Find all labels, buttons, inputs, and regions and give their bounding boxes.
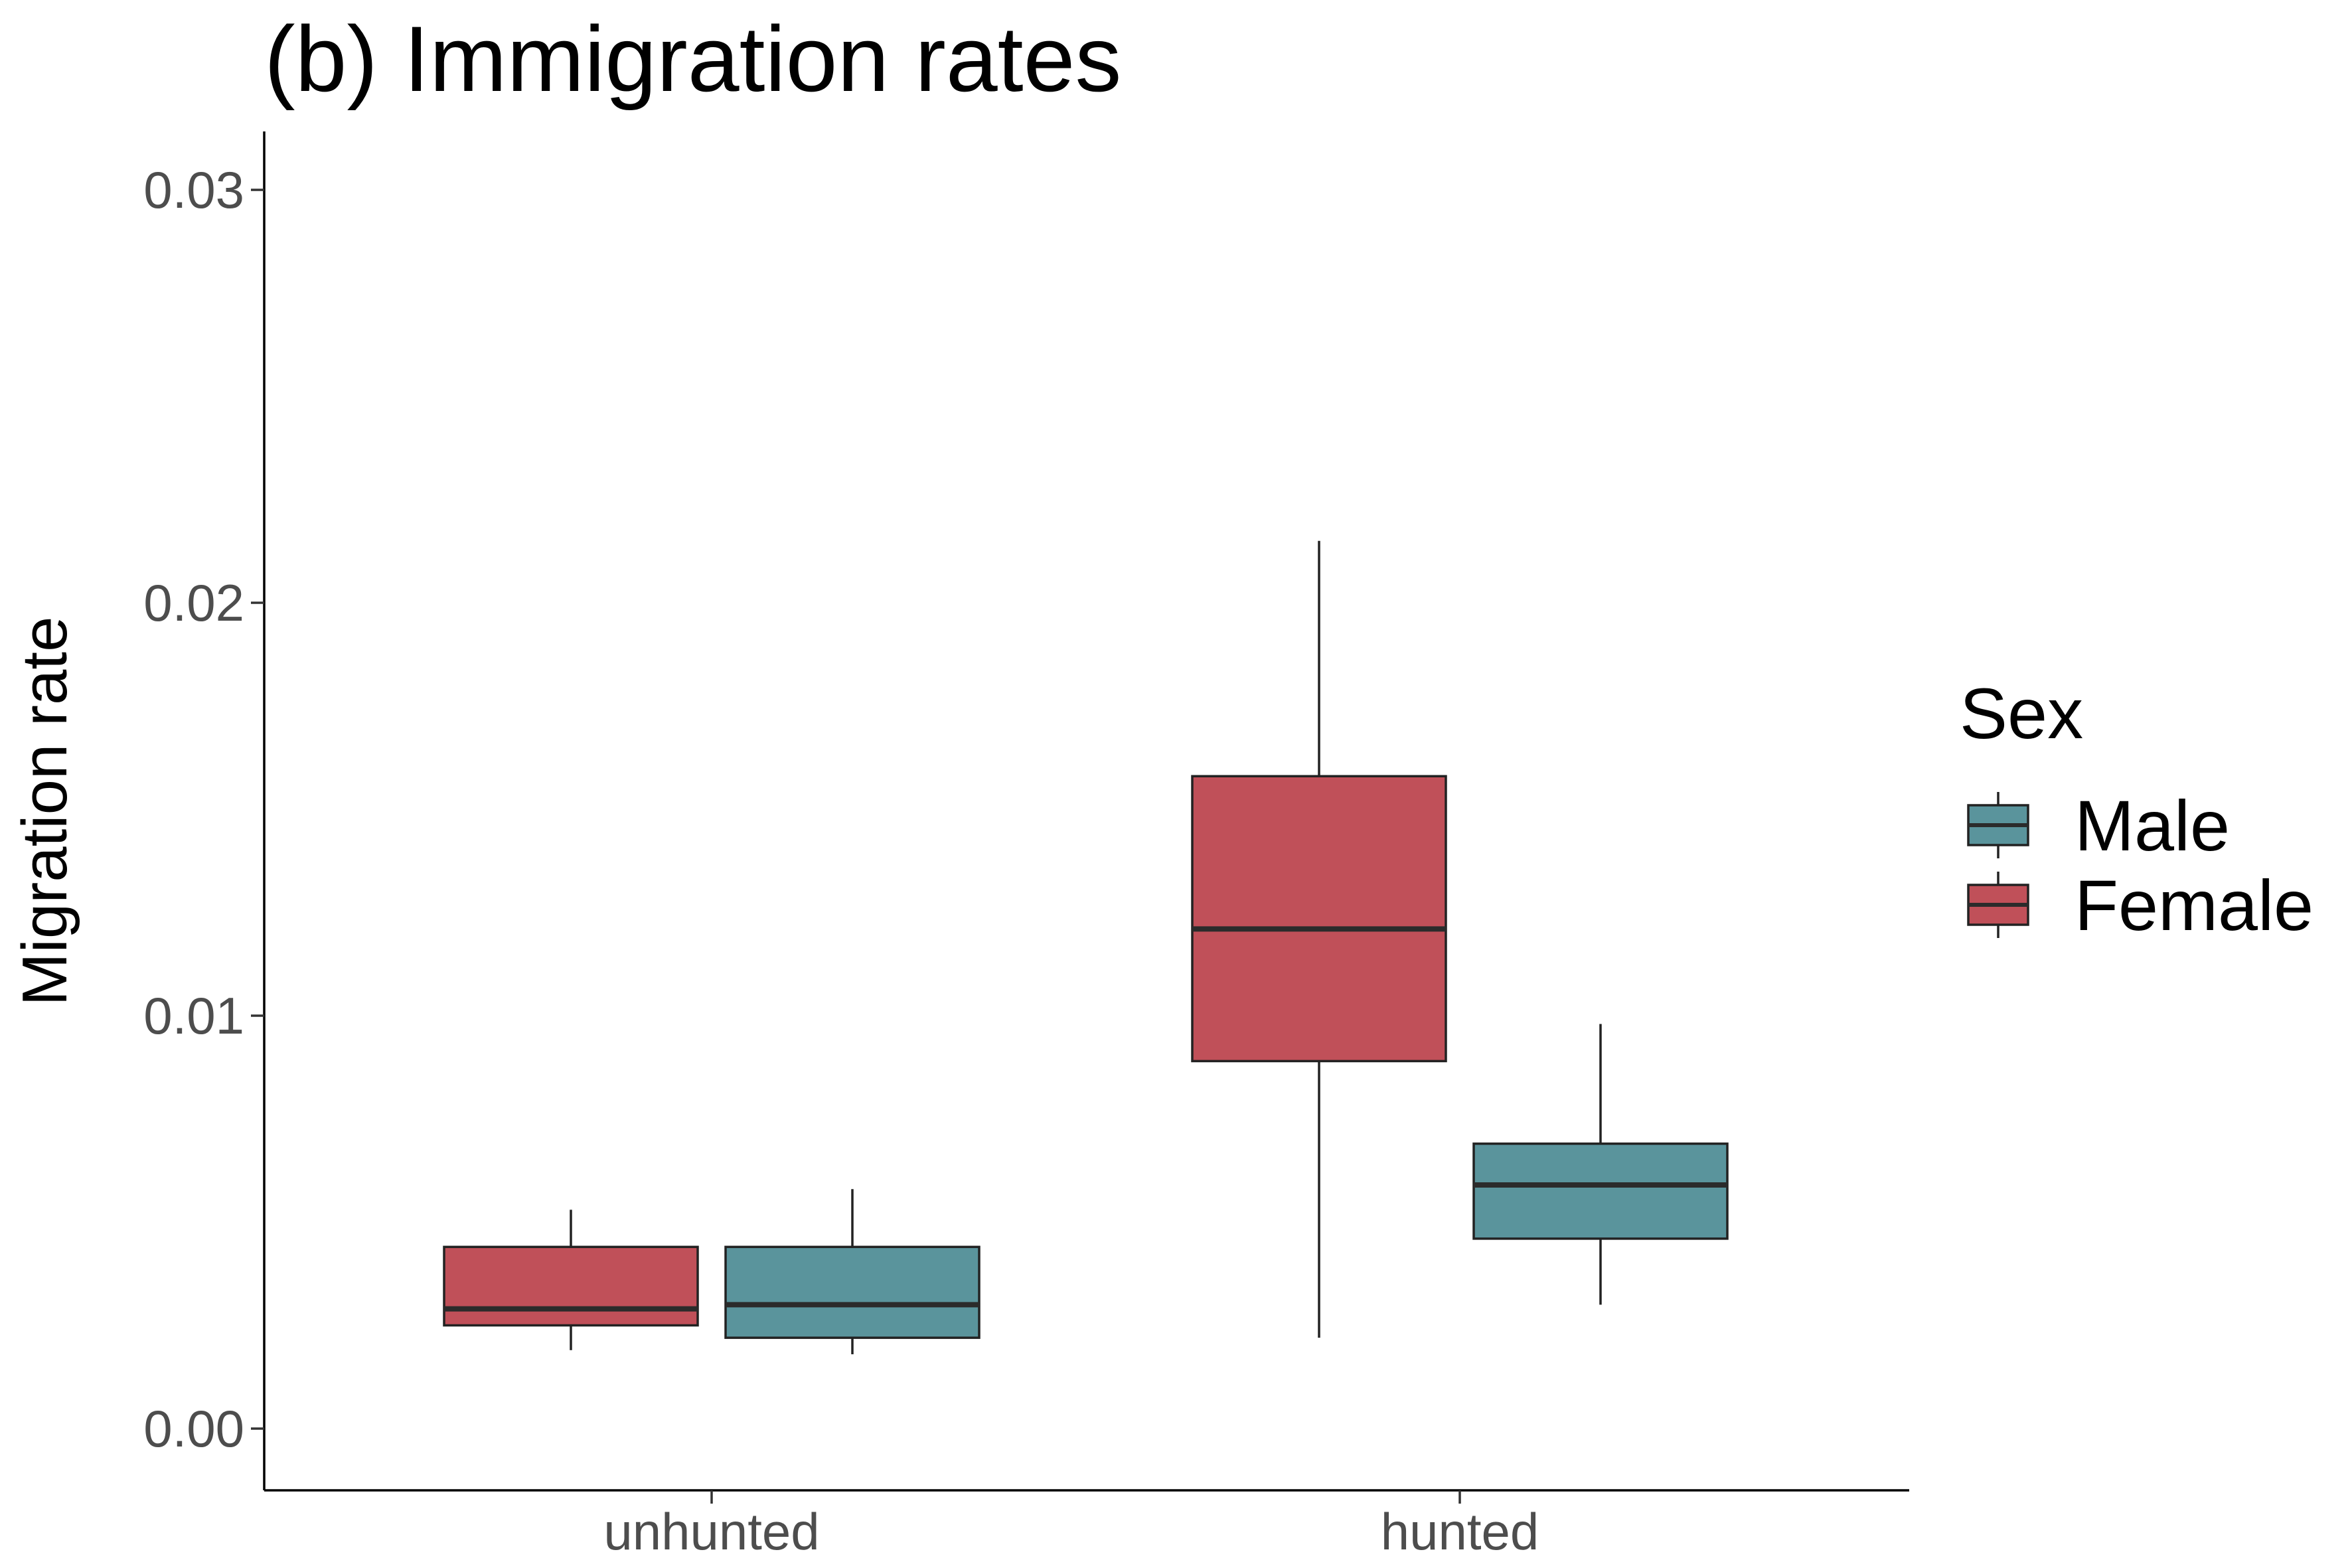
x-tick-label: hunted [1381,1502,1539,1561]
y-tick-label: 0.01 [143,986,244,1045]
box-male-hunted [1472,1024,1729,1305]
legend-key-male [1967,792,2029,858]
legend-title: Sex [1960,673,2083,753]
y-axis-label: Migration rate [9,617,80,1006]
box-female-unhunted [443,1210,699,1350]
box-male-unhunted [724,1189,980,1355]
x-tick-label: unhunted [603,1502,819,1561]
box-iqr [443,1245,699,1327]
plot-area: 0.00 0.01 0.02 0.03 unhunted hunted [143,131,1909,1561]
legend-label-female: Female [2075,865,2313,945]
y-tick-label: 0.02 [143,574,244,632]
box-iqr [724,1245,980,1339]
y-tick-label: 0.00 [143,1399,244,1458]
box-iqr [1472,1142,1729,1240]
box-iqr [1191,775,1447,1063]
y-tick-label: 0.03 [143,161,244,219]
chart-title: (b) Immigration rates [264,7,1121,111]
box-female-hunted [1191,540,1447,1338]
legend-label-male: Male [2075,785,2230,866]
legend-key-female [1967,872,2029,938]
